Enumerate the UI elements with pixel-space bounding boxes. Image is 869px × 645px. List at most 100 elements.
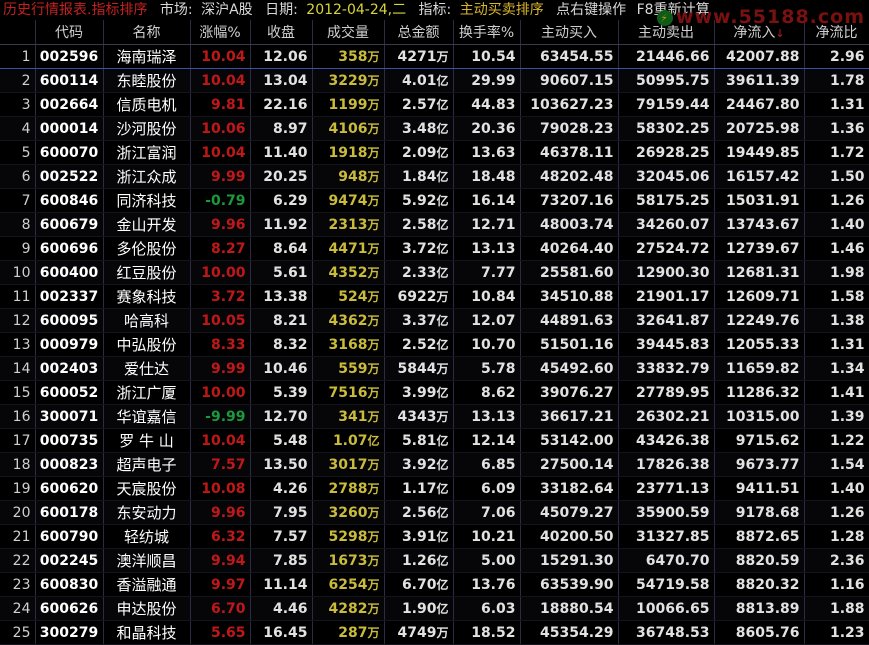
active-sell: 43426.38 bbox=[618, 428, 715, 453]
total-amount: 2.33亿 bbox=[384, 260, 454, 285]
table-row[interactable]: 9 600696 多伦股份 8.27 8.64 4471万 3.72亿 13.13 40264.… bbox=[0, 236, 869, 261]
col-header-active-sell[interactable]: 主动卖出 bbox=[618, 20, 715, 45]
table-row[interactable]: 23 600830 香溢融通 9.97 11.14 6254万 6.70亿 13.76 6353… bbox=[0, 572, 869, 597]
stock-code: 000823 bbox=[35, 452, 104, 477]
recalc-hotkey: F8重新计算 bbox=[636, 2, 710, 18]
net-ratio: 1.88 bbox=[804, 596, 869, 621]
unit-suffix: 万 bbox=[367, 266, 380, 280]
col-header-code[interactable]: 代码 bbox=[35, 20, 104, 45]
table-row[interactable]: 14 002403 爱仕达 9.99 10.46 559万 5844万 5.78 45492.6… bbox=[0, 356, 869, 381]
volume: 4471万 bbox=[312, 236, 385, 261]
unit-suffix: 万 bbox=[367, 242, 380, 256]
row-index: 5 bbox=[0, 140, 36, 165]
change-percent: 10.04 bbox=[190, 140, 251, 165]
turnover-rate: 10.21 bbox=[453, 524, 521, 549]
table-row[interactable]: 5 600070 浙江富润 10.04 11.40 1918万 2.09亿 13.63 4637… bbox=[0, 140, 869, 165]
total-amount: 2.09亿 bbox=[384, 140, 454, 165]
total-amount: 3.91亿 bbox=[384, 524, 454, 549]
close-price: 4.46 bbox=[250, 596, 313, 621]
table-row[interactable]: 25 300279 和晶科技 5.65 16.45 287万 4749万 18.52 45354… bbox=[0, 620, 869, 645]
turnover-rate: 29.99 bbox=[453, 68, 521, 93]
col-header-change[interactable]: 涨幅% bbox=[190, 20, 251, 45]
unit-suffix: 亿 bbox=[436, 578, 449, 592]
table-row[interactable]: 16 300071 华谊嘉信 -9.99 12.70 341万 4343万 13.13 3661… bbox=[0, 404, 869, 429]
active-sell: 36748.53 bbox=[618, 620, 715, 645]
table-row[interactable]: 4 000014 沙河股份 10.06 8.97 4106万 3.48亿 20.36 79028… bbox=[0, 116, 869, 141]
net-inflow: 12055.33 bbox=[714, 332, 805, 357]
col-header-turnover[interactable]: 换手率% bbox=[453, 20, 521, 45]
close-price: 5.48 bbox=[250, 428, 313, 453]
row-index: 8 bbox=[0, 212, 36, 237]
close-price: 13.38 bbox=[250, 284, 313, 309]
table-row[interactable]: 6 002522 浙江众成 9.99 20.25 948万 1.84亿 18.48 48202.… bbox=[0, 164, 869, 189]
change-percent: 7.57 bbox=[190, 452, 251, 477]
row-index: 13 bbox=[0, 332, 36, 357]
turnover-rate: 12.71 bbox=[453, 212, 521, 237]
col-header-volume[interactable]: 成交量 bbox=[312, 20, 385, 45]
table-row[interactable]: 8 600679 金山开发 9.96 11.92 2313万 2.58亿 12.71 48003… bbox=[0, 212, 869, 237]
active-sell: 31327.85 bbox=[618, 524, 715, 549]
stock-name: 浙江广厦 bbox=[103, 380, 191, 405]
row-index: 14 bbox=[0, 356, 36, 381]
stock-name: 中弘股份 bbox=[103, 332, 191, 357]
active-sell: 26302.21 bbox=[618, 404, 715, 429]
close-price: 7.85 bbox=[250, 548, 313, 573]
col-header-active-buy[interactable]: 主动买入 bbox=[520, 20, 619, 45]
unit-suffix: 亿 bbox=[436, 434, 449, 448]
table-row[interactable]: 12 600095 哈高科 10.05 8.21 4362万 3.37亿 12.07 44891… bbox=[0, 308, 869, 333]
change-percent: 10.08 bbox=[190, 476, 251, 501]
total-amount: 1.84亿 bbox=[384, 164, 454, 189]
total-amount: 1.26亿 bbox=[384, 548, 454, 573]
col-header-index[interactable] bbox=[0, 20, 36, 45]
table-row[interactable]: 18 000823 超声电子 7.57 13.50 3017万 3.92亿 6.85 27500… bbox=[0, 452, 869, 477]
table-row[interactable]: 19 600620 天宸股份 10.08 4.26 2788万 1.17亿 6.09 33182… bbox=[0, 476, 869, 501]
date-value: 2012-04-24,二 bbox=[306, 2, 407, 18]
table-row[interactable]: 10 600400 红豆股份 10.00 5.61 4352万 2.33亿 7.77 25581… bbox=[0, 260, 869, 285]
change-percent: 9.96 bbox=[190, 212, 251, 237]
close-price: 13.50 bbox=[250, 452, 313, 477]
close-price: 11.92 bbox=[250, 212, 313, 237]
change-percent: 3.72 bbox=[190, 284, 251, 309]
col-header-name[interactable]: 名称 bbox=[103, 20, 191, 45]
volume: 3260万 bbox=[312, 500, 385, 525]
net-ratio: 1.40 bbox=[804, 212, 869, 237]
table-row[interactable]: 11 002337 赛象科技 3.72 13.38 524万 6922万 10.84 34510… bbox=[0, 284, 869, 309]
net-inflow: 12249.76 bbox=[714, 308, 805, 333]
stock-code: 002245 bbox=[35, 548, 104, 573]
total-amount: 4271万 bbox=[384, 44, 454, 69]
active-buy: 15291.30 bbox=[520, 548, 619, 573]
change-percent: 10.04 bbox=[190, 68, 251, 93]
table-row[interactable]: 13 000979 中弘股份 8.33 8.32 3168万 2.52亿 10.70 51501… bbox=[0, 332, 869, 357]
table-row[interactable]: 1 002596 海南瑞泽 10.04 12.06 358万 4271万 10.54 63454… bbox=[0, 44, 869, 69]
report-title: 历史行情报表.指标排序 bbox=[3, 2, 148, 18]
unit-suffix: 亿 bbox=[436, 458, 449, 472]
net-ratio: 1.36 bbox=[804, 116, 869, 141]
col-header-netflow[interactable]: 净流入↓ bbox=[714, 20, 805, 45]
table-row[interactable]: 15 600052 浙江广厦 10.00 5.39 7516万 3.99亿 8.62 39076… bbox=[0, 380, 869, 405]
table-row[interactable]: 7 600846 同济科技 -0.79 6.29 9474万 5.92亿 16.14 73207… bbox=[0, 188, 869, 213]
table-row[interactable]: 22 002245 澳洋顺昌 9.94 7.85 1673万 1.26亿 5.00 15291.… bbox=[0, 548, 869, 573]
row-index: 9 bbox=[0, 236, 36, 261]
table-row[interactable]: 24 600626 申达股份 6.70 4.46 4282万 1.90亿 6.03 18880.… bbox=[0, 596, 869, 621]
turnover-rate: 44.83 bbox=[453, 92, 521, 117]
col-header-amount[interactable]: 总金额 bbox=[384, 20, 454, 45]
table-row[interactable]: 2 600114 东睦股份 10.04 13.04 3229万 4.01亿 29.99 9060… bbox=[0, 68, 869, 93]
change-percent: 9.99 bbox=[190, 164, 251, 189]
col-header-close[interactable]: 收盘 bbox=[250, 20, 313, 45]
table-row[interactable]: 21 600790 轻纺城 6.32 7.57 5298万 3.91亿 10.21 40200.… bbox=[0, 524, 869, 549]
close-price: 8.64 bbox=[250, 236, 313, 261]
indicator-label: 指标: bbox=[418, 2, 452, 18]
unit-suffix: 万 bbox=[367, 578, 380, 592]
sort-descending-icon: ↓ bbox=[775, 27, 785, 40]
active-sell: 33832.79 bbox=[618, 356, 715, 381]
table-row[interactable]: 3 002664 信质电机 9.81 22.16 1199万 2.57亿 44.83 10362… bbox=[0, 92, 869, 117]
net-inflow: 9411.51 bbox=[714, 476, 805, 501]
table-row[interactable]: 20 600178 东安动力 9.96 7.95 3260万 2.56亿 7.06 45079.… bbox=[0, 500, 869, 525]
volume: 5298万 bbox=[312, 524, 385, 549]
total-amount: 1.90亿 bbox=[384, 596, 454, 621]
net-inflow: 12681.31 bbox=[714, 260, 805, 285]
active-buy: 39076.27 bbox=[520, 380, 619, 405]
col-header-netratio[interactable]: 净流比 bbox=[804, 20, 869, 45]
change-percent: 5.65 bbox=[190, 620, 251, 645]
table-row[interactable]: 17 000735 罗 牛 山 10.04 5.48 1.07亿 5.81亿 12.14 531… bbox=[0, 428, 869, 453]
